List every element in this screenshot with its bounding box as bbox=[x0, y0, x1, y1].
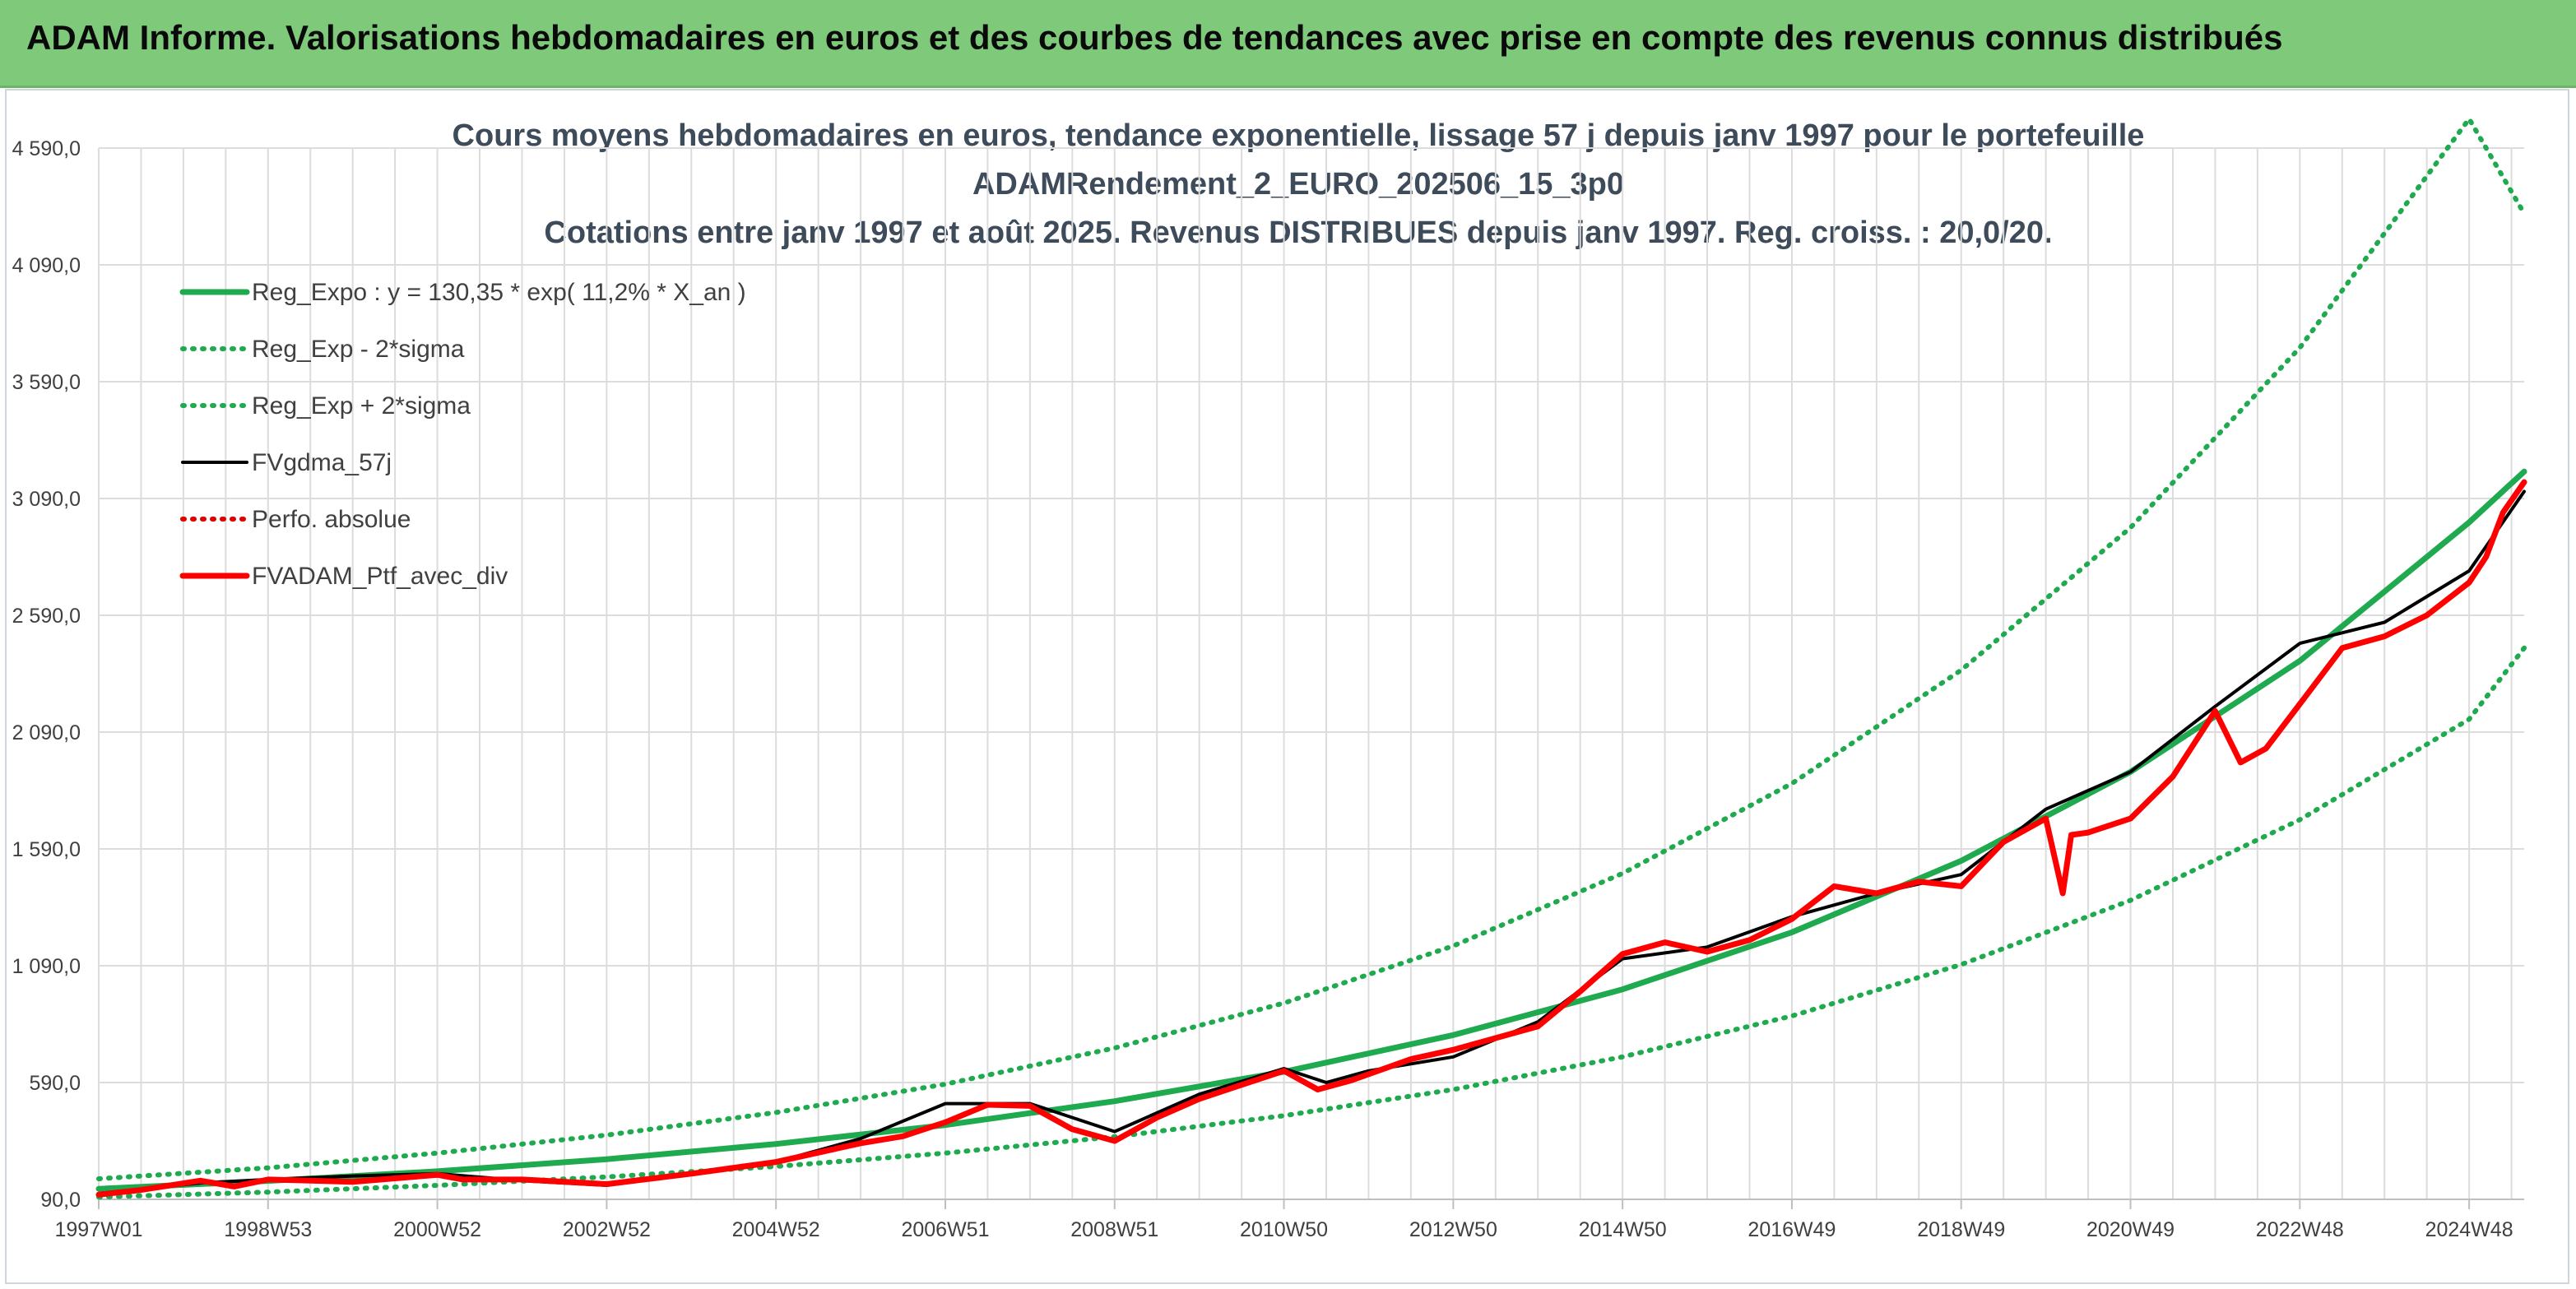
chart-frame bbox=[5, 89, 2569, 1284]
legend-entry-label: FVgdma_57j bbox=[252, 449, 392, 476]
chart-title: Cours moyens hebdomadaires en euros, ten… bbox=[453, 118, 2145, 250]
y-tick-label: 590,0 bbox=[29, 1072, 81, 1095]
x-tick-label: 2014W50 bbox=[1579, 1218, 1667, 1241]
x-tick-label: 2006W51 bbox=[901, 1218, 989, 1241]
legend-entry-label: FVADAM_Ptf_avec_div bbox=[252, 563, 508, 590]
chart-title-line-3: Cotations entre janv 1997 et août 2025. … bbox=[544, 216, 2052, 250]
x-tick-label: 2020W49 bbox=[2086, 1218, 2175, 1241]
series-line-1 bbox=[96, 645, 2527, 1200]
header-banner: ADAM Informe. Valorisations hebdomadaire… bbox=[0, 0, 2576, 88]
x-axis-ticks: 1997W01 1998W53 2000W52 2002W52 2004W52 2006W… bbox=[54, 1199, 2513, 1241]
chart-grid bbox=[98, 147, 2524, 1200]
legend-entry-label: Reg_Exp - 2*sigma bbox=[252, 336, 465, 363]
x-tick-label: 2016W49 bbox=[1748, 1218, 1836, 1241]
x-tick-label: 2018W49 bbox=[1917, 1218, 2005, 1241]
y-tick-label: 1 590,0 bbox=[12, 838, 81, 861]
y-tick-label: 4 590,0 bbox=[12, 137, 81, 160]
x-tick-label: 1998W53 bbox=[224, 1218, 312, 1241]
series-line-2 bbox=[96, 116, 2527, 1181]
legend-entry-label: Perfo. absolue bbox=[252, 506, 411, 533]
x-tick-label: 2000W52 bbox=[393, 1218, 481, 1241]
x-tick-label: 2002W52 bbox=[563, 1218, 651, 1241]
x-tick-label: 2004W52 bbox=[732, 1218, 820, 1241]
y-tick-label: 1 090,0 bbox=[12, 955, 81, 978]
y-tick-label: 3 090,0 bbox=[12, 488, 81, 511]
x-tick-label: 2022W48 bbox=[2256, 1218, 2344, 1241]
y-axis-ticks: 90,0 590,0 1 090,0 1 590,0 2 090,0 2 590,0 3 0… bbox=[12, 137, 81, 1212]
x-tick-label: 2008W51 bbox=[1070, 1218, 1158, 1241]
chart-legend: Reg_Expo : y = 130,35 * exp( 11,2% * X_a… bbox=[179, 279, 746, 590]
y-tick-label: 3 590,0 bbox=[12, 371, 81, 394]
x-tick-label: 2024W48 bbox=[2425, 1218, 2513, 1241]
legend-entry-label: Reg_Exp + 2*sigma bbox=[252, 392, 471, 420]
chart-title-line-2: ADAMRendement_2_EURO_202506_15_3p0 bbox=[972, 167, 1624, 202]
y-tick-label: 90,0 bbox=[40, 1189, 81, 1212]
x-tick-label: 1997W01 bbox=[54, 1218, 142, 1241]
x-tick-label: 2012W50 bbox=[1409, 1218, 1497, 1241]
y-tick-label: 2 590,0 bbox=[12, 605, 81, 628]
y-tick-label: 2 090,0 bbox=[12, 721, 81, 744]
chart-series bbox=[95, 116, 2527, 1200]
y-tick-label: 4 090,0 bbox=[12, 254, 81, 277]
legend-entry-label: Reg_Expo : y = 130,35 * exp( 11,2% * X_a… bbox=[252, 279, 746, 306]
series-line-5 bbox=[95, 479, 2527, 1198]
banner-title: ADAM Informe. Valorisations hebdomadaire… bbox=[26, 18, 2283, 57]
x-tick-label: 2010W50 bbox=[1240, 1218, 1328, 1241]
